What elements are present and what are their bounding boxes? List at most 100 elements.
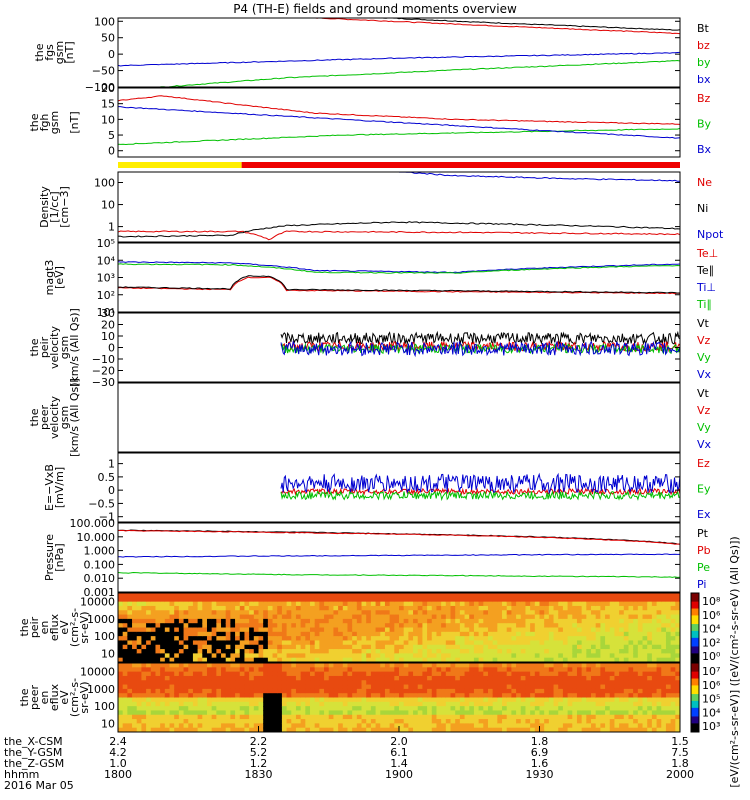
heatmap-cell	[281, 710, 288, 716]
heatmap-cell	[216, 667, 222, 673]
heatmap-cell	[595, 636, 601, 642]
heatmap-cell	[581, 688, 587, 694]
heatmap-cell	[178, 688, 185, 694]
heatmap-cell	[267, 649, 274, 654]
heatmap-cell	[211, 649, 217, 654]
heatmap-cell	[361, 697, 367, 703]
heatmap-cell	[328, 644, 335, 650]
heatmap-cell	[581, 636, 587, 642]
heatmap-cell	[141, 644, 147, 650]
heatmap-cell	[576, 649, 583, 654]
heatmap-cell	[361, 636, 367, 642]
heatmap-cell	[164, 688, 171, 694]
heatmap-cell	[197, 649, 203, 654]
heatmap-cell	[389, 675, 395, 681]
heatmap-cell	[619, 597, 625, 603]
heatmap-cell	[600, 693, 606, 699]
heatmap-cell	[263, 701, 269, 707]
heatmap-cell	[225, 593, 231, 598]
heatmap-cell	[651, 701, 658, 707]
heatmap-cell	[188, 657, 194, 662]
heatmap-cell	[670, 636, 676, 642]
y-axis-label: velocity	[48, 326, 61, 369]
heatmap-cell	[534, 723, 541, 729]
heatmap-cell	[319, 636, 325, 642]
heatmap-cell	[281, 714, 288, 720]
heatmap-cell	[370, 710, 377, 716]
heatmap-cell	[656, 644, 662, 650]
heatmap-cell	[408, 618, 414, 624]
heatmap-cell	[600, 618, 606, 624]
heatmap-cell	[455, 723, 461, 729]
heatmap-cell	[150, 601, 157, 607]
heatmap-cell	[473, 671, 480, 677]
heatmap-cell	[230, 593, 236, 598]
heatmap-cell	[665, 688, 672, 694]
heatmap-cell	[408, 653, 414, 659]
heatmap-cell	[160, 649, 166, 654]
heatmap-cell	[478, 627, 484, 633]
heatmap-cell	[581, 640, 587, 646]
heatmap-cell	[502, 688, 508, 694]
heatmap-cell	[300, 657, 306, 662]
heatmap-cell	[530, 697, 536, 703]
heatmap-cell	[333, 723, 339, 729]
heatmap-cell	[520, 640, 527, 646]
heatmap-cell	[436, 684, 442, 690]
heatmap-cell	[310, 631, 316, 637]
heatmap-cell	[399, 688, 405, 694]
heatmap-cell	[473, 636, 480, 642]
heatmap-cell	[370, 636, 377, 642]
heatmap-cell	[473, 618, 480, 624]
heatmap-cell	[155, 627, 161, 633]
heatmap-cell	[408, 597, 414, 603]
heatmap-cell	[394, 684, 400, 690]
heatmap-cell	[295, 623, 302, 629]
heatmap-cell	[403, 706, 409, 712]
heatmap-cell	[591, 706, 597, 712]
x-axis-value: 1930	[526, 768, 554, 781]
heatmap-cell	[183, 719, 189, 724]
heatmap-cell	[347, 597, 353, 603]
heatmap-cell	[244, 710, 250, 716]
legend-entry: Pi	[697, 578, 706, 591]
heatmap-cell	[605, 684, 611, 690]
heatmap-cell	[338, 601, 344, 607]
heatmap-cell	[567, 644, 573, 650]
heatmap-cell	[623, 706, 630, 712]
heatmap-cell	[150, 684, 157, 690]
heatmap-cell	[464, 636, 470, 642]
heatmap-cell	[403, 667, 409, 673]
heatmap-cell	[403, 627, 409, 633]
heatmap-cell	[380, 697, 386, 703]
heatmap-cell	[516, 706, 522, 712]
heatmap-cell	[286, 631, 292, 637]
heatmap-cell	[576, 610, 583, 616]
heatmap-cell	[169, 684, 175, 690]
colorbar-cell	[691, 718, 699, 721]
heatmap-cell	[333, 697, 339, 703]
heatmap-cell	[347, 649, 353, 654]
heatmap-cell	[614, 640, 620, 646]
heatmap-cell	[642, 706, 648, 712]
heatmap-cell	[370, 631, 377, 637]
heatmap-cell	[136, 593, 143, 598]
heatmap-cell	[586, 710, 592, 716]
heatmap-cell	[267, 597, 274, 603]
heatmap-cell	[497, 667, 503, 673]
heatmap-cell	[394, 649, 400, 654]
heatmap-cell	[534, 697, 541, 703]
heatmap-cell	[408, 693, 414, 699]
heatmap-cell	[445, 627, 452, 633]
colorbar-tick-label: 10⁶	[702, 609, 721, 622]
heatmap-cell	[581, 663, 587, 668]
heatmap-cell	[338, 697, 344, 703]
heatmap-cell	[628, 684, 634, 690]
heatmap-cell	[122, 597, 128, 603]
heatmap-cell	[544, 649, 550, 654]
heatmap-cell	[160, 693, 166, 699]
heatmap-cell	[422, 684, 428, 690]
legend-entry: Npot	[697, 228, 724, 241]
heatmap-cell	[314, 605, 320, 611]
heatmap-cell	[403, 684, 409, 690]
